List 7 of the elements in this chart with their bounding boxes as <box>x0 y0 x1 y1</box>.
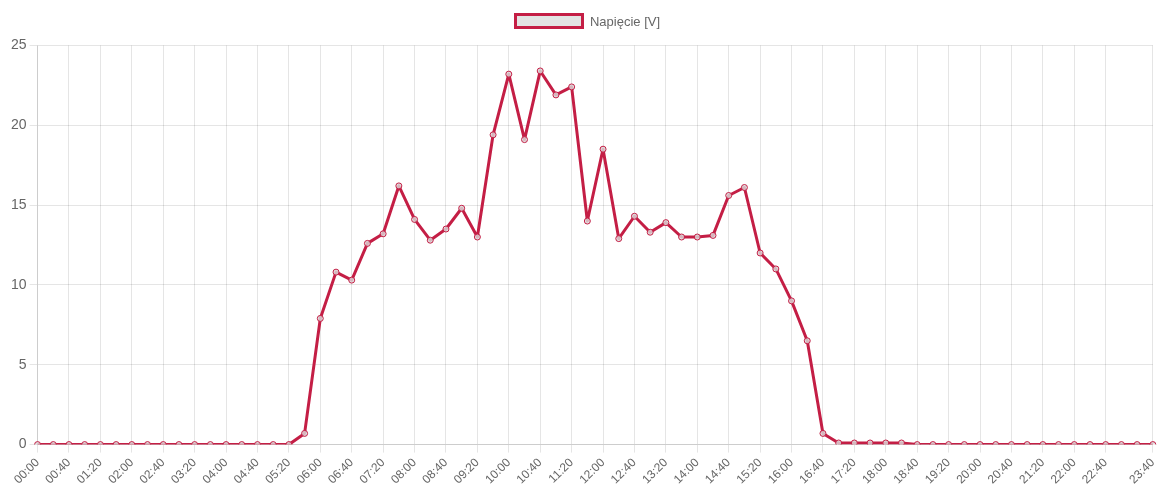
y-tick-label: 20 <box>10 116 27 133</box>
y-tick-label: 10 <box>10 275 27 292</box>
text: Napięcie [V] <box>589 13 661 29</box>
y-tick-label: 0 <box>18 435 27 452</box>
y-tick-label: 25 <box>10 36 27 53</box>
y-tick-label: 5 <box>18 355 27 372</box>
y-tick-label: 15 <box>10 195 27 212</box>
